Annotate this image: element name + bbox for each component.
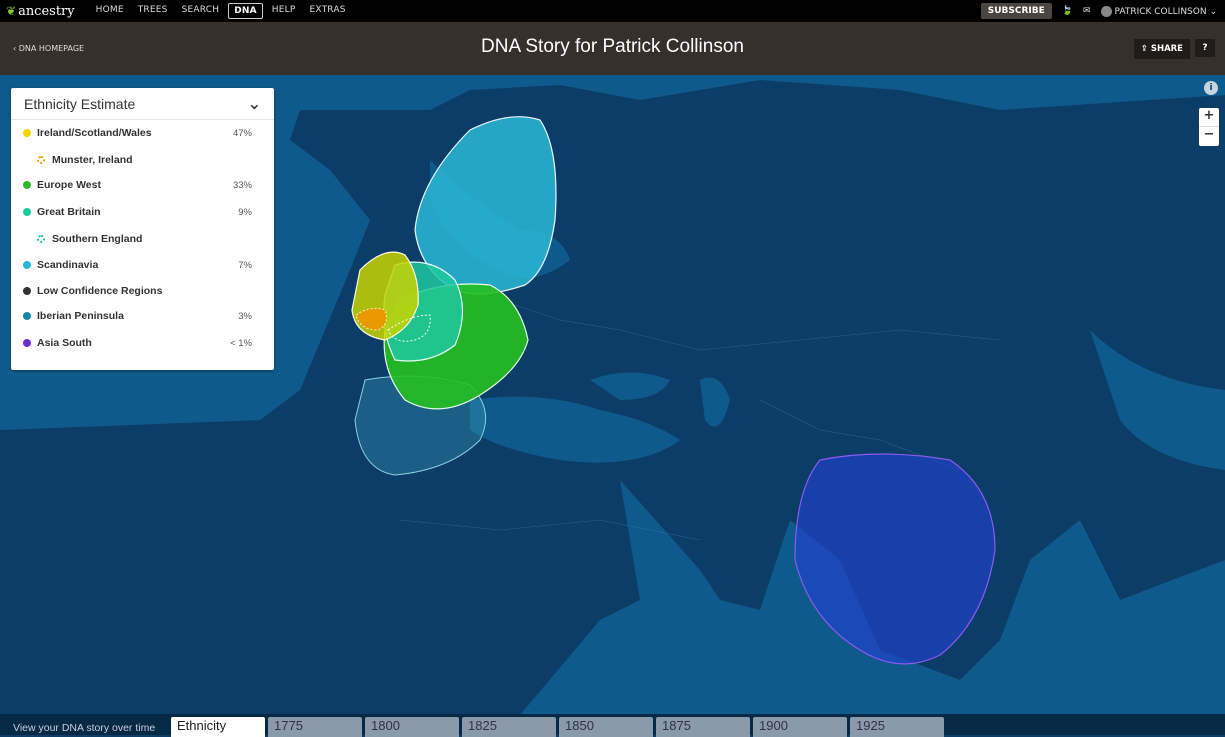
nav-trees[interactable]: TREES bbox=[137, 5, 168, 15]
region-munster-ireland bbox=[355, 307, 387, 331]
color-dot-icon bbox=[23, 339, 31, 347]
color-dot-icon bbox=[23, 208, 31, 216]
ethnicity-item[interactable]: Iberian Peninsula 3% bbox=[11, 306, 266, 326]
logo-text: ancestry bbox=[18, 3, 75, 19]
subregion-icon bbox=[37, 156, 45, 164]
ethnicity-item[interactable]: Munster, Ireland bbox=[11, 150, 266, 170]
nav-extras[interactable]: EXTRAS bbox=[309, 5, 346, 15]
item-percent: 47% bbox=[232, 127, 252, 139]
zoom-in-button[interactable]: + bbox=[1199, 108, 1219, 127]
item-label: Ireland/Scotland/Wales bbox=[37, 127, 152, 139]
color-dot-icon bbox=[23, 287, 31, 295]
item-percent: 9% bbox=[238, 206, 252, 218]
item-label: Europe West bbox=[37, 179, 101, 191]
timeline-label: View your DNA story over time bbox=[13, 722, 156, 734]
region-southern-england bbox=[387, 314, 431, 342]
color-dot-icon bbox=[23, 261, 31, 269]
timeline-tab-1900[interactable]: 1900 bbox=[753, 717, 847, 737]
ethnicity-item[interactable]: Ireland/Scotland/Wales 47% bbox=[11, 123, 266, 143]
share-button[interactable]: ⇪ SHARE bbox=[1133, 39, 1190, 59]
hints-leaf-icon[interactable]: 🍃 bbox=[1061, 6, 1073, 16]
ethnicity-item[interactable]: Southern England bbox=[11, 229, 266, 249]
color-dot-icon bbox=[23, 312, 31, 320]
timeline-tab-1825[interactable]: 1825 bbox=[462, 717, 556, 737]
timeline-tab-1800[interactable]: 1800 bbox=[365, 717, 459, 737]
subregion-icon bbox=[37, 235, 45, 243]
leaf-icon: ❦ bbox=[6, 4, 17, 18]
dna-homepage-link[interactable]: ‹ DNA HOMEPAGE bbox=[13, 44, 85, 53]
info-icon[interactable]: i bbox=[1204, 81, 1218, 95]
item-label: Southern England bbox=[52, 233, 143, 245]
top-nav: ❦ ancestry HOME TREES SEARCH DNA HELP EXT… bbox=[0, 0, 1225, 22]
nav-home[interactable]: HOME bbox=[95, 5, 124, 15]
item-label: Scandinavia bbox=[37, 259, 99, 271]
color-dot-icon bbox=[23, 129, 31, 137]
nav-help[interactable]: HELP bbox=[271, 5, 296, 15]
panel-title: Ethnicity Estimate bbox=[24, 95, 136, 112]
zoom-control: + − bbox=[1199, 108, 1219, 146]
ethnicity-item[interactable]: Low Confidence Regions bbox=[11, 281, 266, 301]
timeline-tab-ethnicity[interactable]: Ethnicity bbox=[171, 717, 265, 737]
ethnicity-item[interactable]: Great Britain 9% bbox=[11, 202, 266, 222]
ethnicity-item[interactable]: Asia South < 1% bbox=[11, 333, 266, 353]
timeline-bar: View your DNA story over time Ethnicity 1… bbox=[0, 714, 1225, 737]
chevron-down-icon[interactable]: ⌄ bbox=[247, 94, 261, 113]
mail-icon[interactable]: ✉ bbox=[1082, 6, 1091, 16]
ancestry-logo[interactable]: ❦ ancestry bbox=[6, 4, 75, 19]
item-percent: 3% bbox=[238, 310, 252, 322]
subscribe-button[interactable]: SUBSCRIBE bbox=[980, 3, 1052, 19]
ethnicity-panel: Ethnicity Estimate ⌄ Ireland/Scotland/Wal… bbox=[11, 88, 274, 370]
item-label: Great Britain bbox=[37, 206, 101, 218]
timeline-tab-1925[interactable]: 1925 bbox=[850, 717, 944, 737]
ethnicity-item[interactable]: Europe West 33% bbox=[11, 175, 266, 195]
page-title: DNA Story for Patrick Collinson bbox=[481, 36, 744, 57]
color-dot-icon bbox=[23, 181, 31, 189]
item-label: Iberian Peninsula bbox=[37, 310, 124, 322]
item-percent: 33% bbox=[232, 179, 252, 191]
ethnicity-item[interactable]: Scandinavia 7% bbox=[11, 255, 266, 275]
timeline-tab-1775[interactable]: 1775 bbox=[268, 717, 362, 737]
back-label: DNA HOMEPAGE bbox=[18, 44, 85, 53]
zoom-out-button[interactable]: − bbox=[1203, 127, 1215, 142]
item-label: Low Confidence Regions bbox=[37, 285, 163, 297]
avatar bbox=[1100, 5, 1112, 17]
item-label: Munster, Ireland bbox=[52, 154, 133, 166]
nav-dna[interactable]: DNA bbox=[228, 3, 263, 19]
page-header: ‹ DNA HOMEPAGE DNA Story for Patrick Col… bbox=[0, 22, 1225, 75]
item-percent: 7% bbox=[238, 259, 252, 271]
item-label: Asia South bbox=[37, 337, 92, 349]
user-menu[interactable]: PATRICK COLLINSON ⌄ bbox=[1100, 5, 1217, 17]
ethnicity-map[interactable] bbox=[0, 75, 1225, 715]
timeline-tab-1850[interactable]: 1850 bbox=[559, 717, 653, 737]
share-icon: ⇪ bbox=[1140, 44, 1148, 54]
help-button[interactable]: ? bbox=[1195, 39, 1215, 57]
timeline-tab-1875[interactable]: 1875 bbox=[656, 717, 750, 737]
region-asia-south bbox=[794, 453, 996, 665]
item-percent: < 1% bbox=[230, 337, 252, 349]
user-name: PATRICK COLLINSON bbox=[1114, 6, 1207, 17]
nav-search[interactable]: SEARCH bbox=[181, 5, 220, 15]
share-label: SHARE bbox=[1150, 44, 1183, 54]
